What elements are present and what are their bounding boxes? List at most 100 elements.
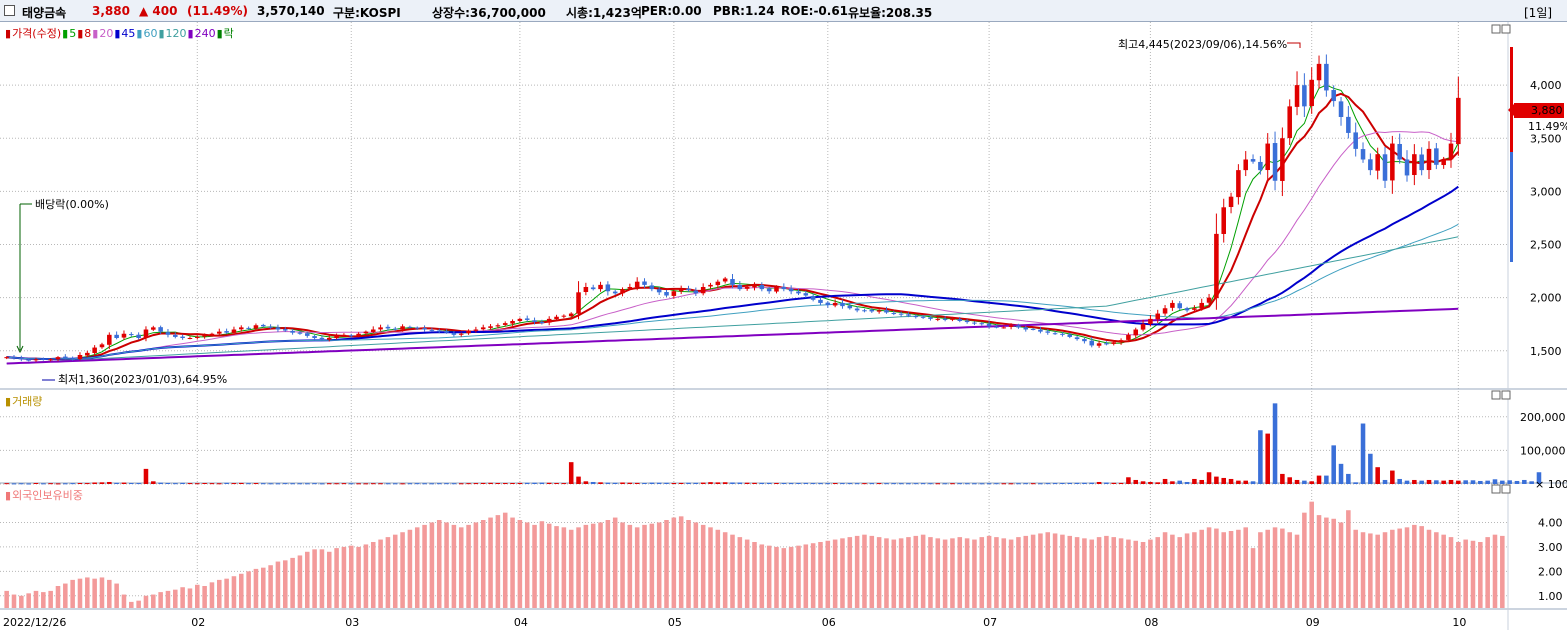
candle-body [642,281,647,285]
foreign-ratio-bar [334,548,339,608]
legend-swatch: ▮ [77,27,84,40]
volume-bar [590,481,596,484]
candle-body [195,336,200,338]
foreign-ratio-bar [1089,539,1095,608]
foreign-tick-label: 4.00 [1538,516,1563,529]
legend-item-1[interactable]: 5 [69,27,77,40]
volume-bar [847,483,853,485]
panel-minimize-button[interactable] [1491,24,1501,34]
panel-minimize-button[interactable] [1491,390,1501,400]
foreign-ratio-bar [678,516,684,608]
foreign-ratio-bar [1382,532,1388,608]
volume-bar [1243,480,1248,484]
panel-close-button[interactable] [1501,484,1511,494]
price-axis: 1,500 2,000 2,500 3,000 3,500 4,000 [1530,79,1562,358]
foreign-ratio-bar [1001,538,1007,608]
foreign-ratio-bar [1111,537,1117,608]
candle-body [686,288,691,291]
candle-body [253,325,259,329]
foreign-ratio-bar [1177,537,1183,608]
legend-item-7[interactable]: 240 [194,27,216,40]
volume-bar [224,482,229,484]
candle-body [114,334,119,338]
volume-bar [524,482,530,484]
volume-bar [114,482,119,484]
candle-body [1404,159,1410,176]
period-selector[interactable]: [1일] [1524,6,1553,20]
foreign-ratio-bar [253,568,259,608]
current-price: 3,880 [92,4,130,18]
volume-bar [898,483,904,485]
volume-bar [884,483,889,485]
per-value: PER:0.00 [641,4,702,18]
price-change: ▲ 400 [139,4,178,18]
volume-bar [1316,475,1322,484]
candle-body [1162,308,1168,314]
x-tick-label: 03 [345,616,359,629]
legend-item-2[interactable]: 8 [84,27,92,40]
candle-body [634,281,640,288]
volume-bar [583,481,589,484]
volume-bar [1177,480,1183,484]
low-price-note: 최저1,360(2023/01/03),64.95% [58,373,227,386]
volume-bar [854,483,860,485]
panel-minimize-button[interactable] [1491,484,1501,494]
legend-item-3[interactable]: 20 [99,27,114,40]
legend-item-5[interactable]: 60 [143,27,158,40]
volume-bar [649,482,655,484]
foreign-ratio-bar [942,539,948,608]
chart-annotations: 최고4,445(2023/09/06),14.56% 최저1,360(2023/… [16,38,1567,386]
panel-close-button[interactable] [1501,24,1511,34]
candle-body [1118,340,1124,343]
legend-item-6[interactable]: 120 [165,27,187,40]
legend-item-4[interactable]: 45 [121,27,136,40]
candle-body [1133,329,1139,336]
candle-body [1155,313,1161,320]
candle-body [561,315,567,317]
candle-body [891,313,897,315]
volume-bar [19,483,24,485]
foreign-ratio-bar [810,543,816,608]
volume-bar [1148,481,1153,484]
foreign-ratio-bar [341,546,347,608]
select-checkbox[interactable] [4,5,15,16]
foreign-ratio-bar [414,527,420,608]
foreign-ratio-bar [1316,515,1322,608]
foreign-ratio-bar [1228,531,1234,608]
foreign-ratio-bar [158,592,163,608]
foreign-ratio-bar [546,523,552,608]
foreign-ratio-bar [4,590,9,608]
foreign-ratio-bar [524,522,530,608]
candle-body [546,318,552,323]
foreign-ratio-bar [884,538,889,608]
volume-bar [818,483,823,485]
candle-body [576,292,581,314]
legend-item-0[interactable]: 가격(수정) [12,27,62,40]
volume-bar [1485,480,1490,484]
candle-body [774,287,779,292]
candle-body [231,329,237,333]
candle-body [297,332,303,334]
volume-bar [143,468,149,484]
volume-bar [1140,481,1146,484]
foreign-ratio-bar [290,557,295,608]
candle-body [832,302,838,306]
candle-body [994,326,999,328]
foreign-ratio-bar [1060,534,1065,608]
candle-body [1067,334,1073,337]
volume-bar [246,483,251,485]
volume-bar [891,483,897,485]
legend-item-8[interactable]: 락 [223,27,234,40]
candle-body [19,357,24,360]
candle-body [612,291,618,294]
candle-body [1052,333,1058,335]
candle-body [202,334,207,337]
volume-bar [1294,479,1300,484]
candle-body [781,286,787,290]
candle-body [99,344,105,348]
volume-bar [964,483,970,485]
candle-body [268,326,273,328]
volume-bar [11,483,17,485]
panel-close-button[interactable] [1501,390,1511,400]
candle-body [715,281,721,286]
